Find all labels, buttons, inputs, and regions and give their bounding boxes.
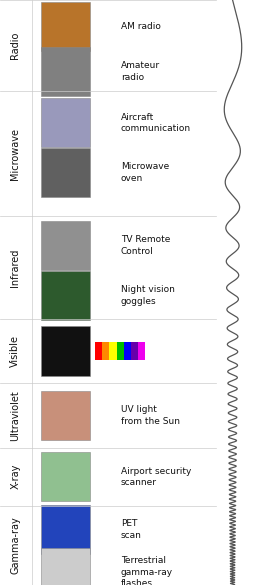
Text: TV Remote
Control: TV Remote Control bbox=[121, 236, 170, 256]
Bar bbox=[41, 2, 90, 51]
Text: Airport security
scanner: Airport security scanner bbox=[121, 467, 191, 487]
Text: Amateur
radio: Amateur radio bbox=[121, 61, 160, 81]
Text: Terrestrial
gamma-ray
flashes: Terrestrial gamma-ray flashes bbox=[121, 556, 173, 585]
Bar bbox=[102, 342, 109, 360]
Bar bbox=[41, 47, 90, 96]
Text: PET
scan: PET scan bbox=[121, 519, 142, 539]
Text: Visible: Visible bbox=[11, 335, 20, 367]
Bar bbox=[41, 221, 90, 270]
Bar bbox=[41, 391, 90, 440]
Text: X-ray: X-ray bbox=[11, 464, 20, 490]
Bar bbox=[117, 342, 124, 360]
Bar bbox=[41, 326, 90, 376]
Text: Ultraviolet: Ultraviolet bbox=[11, 390, 20, 441]
Bar bbox=[124, 342, 131, 360]
Text: Infrared: Infrared bbox=[11, 249, 20, 287]
Text: AM radio: AM radio bbox=[121, 22, 161, 31]
Bar bbox=[41, 271, 90, 320]
Bar bbox=[41, 505, 90, 554]
Text: Gamma-ray: Gamma-ray bbox=[11, 517, 20, 574]
Text: Aircraft
communication: Aircraft communication bbox=[121, 113, 191, 133]
Bar bbox=[138, 342, 145, 360]
Bar bbox=[41, 548, 90, 585]
Bar bbox=[131, 342, 138, 360]
Bar bbox=[95, 342, 102, 360]
Text: Microwave: Microwave bbox=[11, 128, 20, 180]
Text: UV light
from the Sun: UV light from the Sun bbox=[121, 405, 180, 425]
Bar bbox=[41, 98, 90, 147]
Text: Night vision
goggles: Night vision goggles bbox=[121, 285, 175, 305]
Text: Microwave
oven: Microwave oven bbox=[121, 163, 169, 183]
Bar bbox=[109, 342, 117, 360]
Text: Radio: Radio bbox=[11, 32, 20, 59]
Bar bbox=[41, 148, 90, 197]
Bar bbox=[41, 452, 90, 501]
